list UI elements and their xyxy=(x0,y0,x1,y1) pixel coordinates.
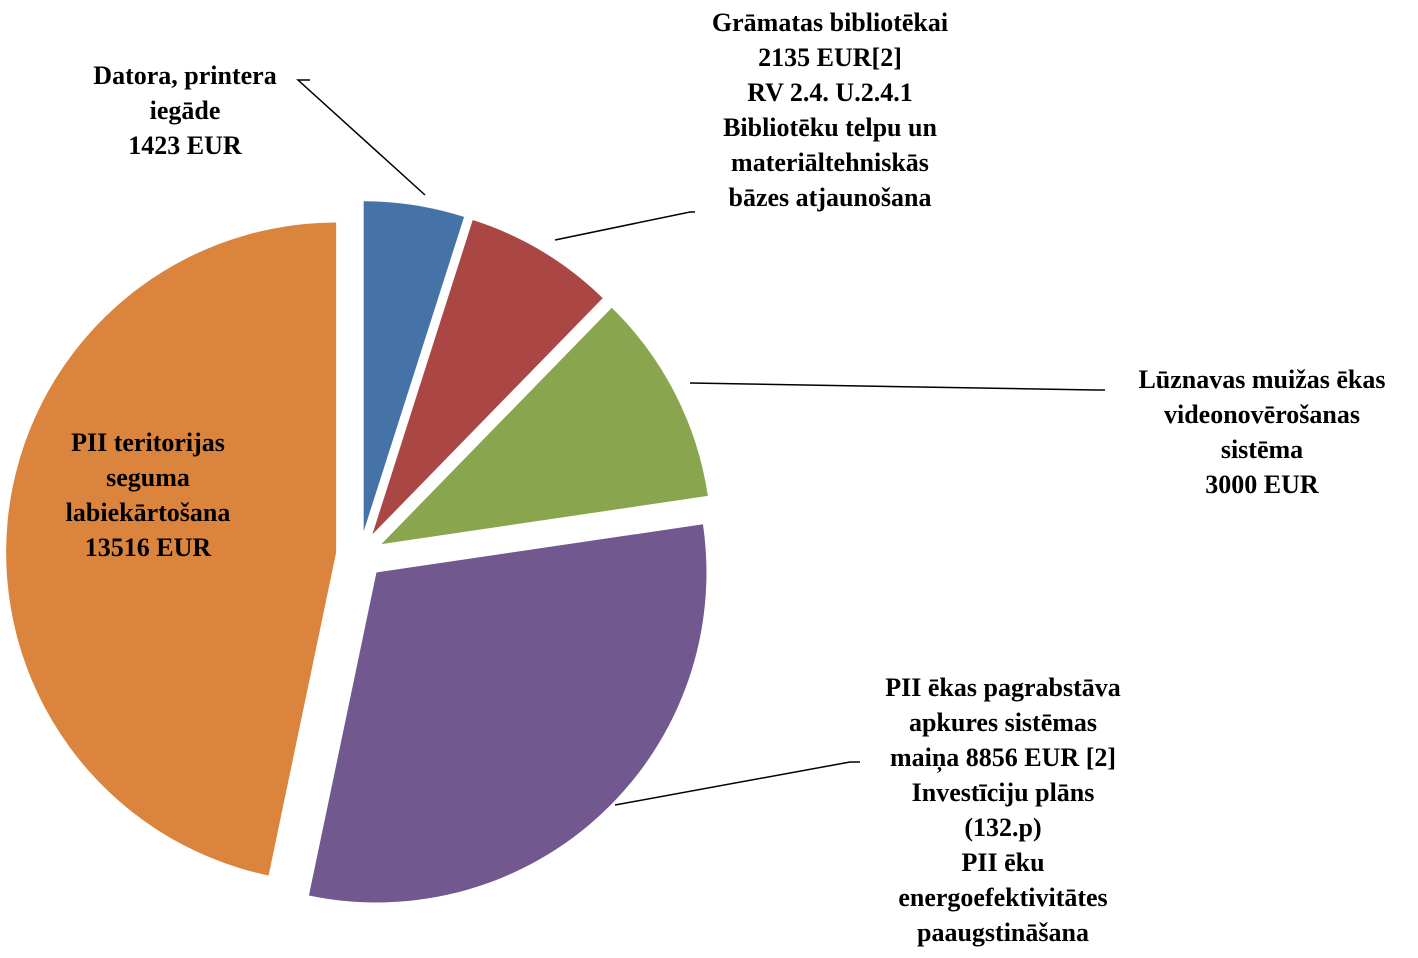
leader-line xyxy=(689,382,1105,391)
slice-label: bāzes atjaunošana xyxy=(729,183,932,212)
leader-line xyxy=(614,761,860,806)
pie-slice xyxy=(6,222,337,876)
leader-line xyxy=(296,79,426,196)
slice-label: seguma xyxy=(106,463,190,492)
slice-label: materiāltehniskās xyxy=(731,148,929,177)
pie-slice xyxy=(308,524,707,903)
slice-label: paaugstināšana xyxy=(917,918,1089,947)
slice-label: 13516 EUR xyxy=(85,533,212,562)
slice-label: sistēma xyxy=(1221,435,1303,464)
slice-label: Datora, printera xyxy=(93,61,276,90)
slice-label: RV 2.4. U.2.4.1 xyxy=(747,78,912,107)
slice-label: Investīciju plāns xyxy=(912,778,1095,807)
slice-label: energoefektivitātes xyxy=(898,883,1107,912)
slice-label: 3000 EUR xyxy=(1205,470,1319,499)
slice-label: (132.p) xyxy=(964,813,1041,842)
slice-label: 2135 EUR[2] xyxy=(758,43,902,72)
slice-label: 1423 EUR xyxy=(128,131,242,160)
slice-label: maiņa 8856 EUR [2] xyxy=(890,743,1116,773)
slice-label: PII ēku xyxy=(961,848,1044,877)
slice-label: Lūznavas muižas ēkas xyxy=(1138,365,1385,394)
pie-slice xyxy=(381,307,708,545)
slice-label: labiekārtošana xyxy=(66,498,231,527)
slice-label: apkures sistēmas xyxy=(909,708,1097,737)
pie-slice xyxy=(372,220,603,535)
slice-label: Bibliotēku telpu un xyxy=(723,113,937,142)
leader-line xyxy=(554,211,695,241)
slice-label: PII teritorijas xyxy=(71,428,225,457)
pie-slice xyxy=(363,201,465,532)
slice-label: PII ēkas pagrabstāva xyxy=(885,673,1120,702)
slice-label: Grāmatas bibliotēkai xyxy=(712,8,948,37)
slice-label: videonovērošanas xyxy=(1164,400,1360,429)
slice-label: iegāde xyxy=(150,96,221,125)
